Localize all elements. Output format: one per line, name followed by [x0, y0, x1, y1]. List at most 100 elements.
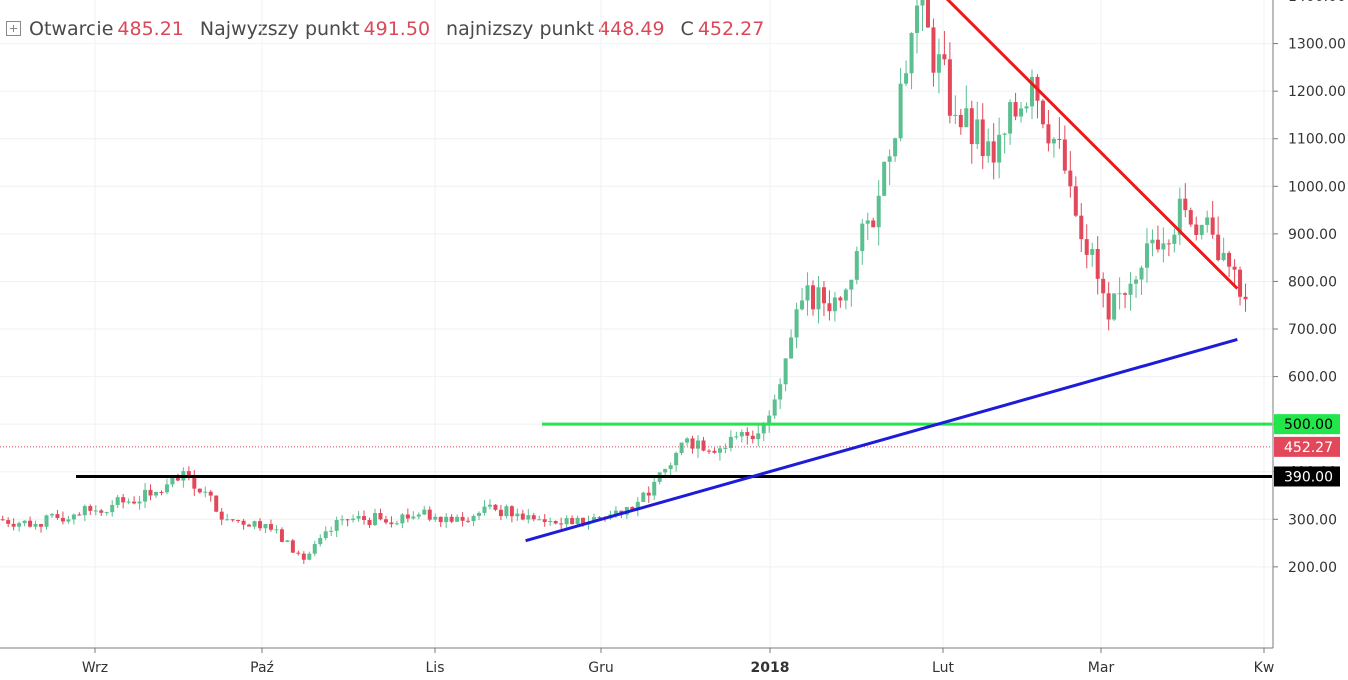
trend-line: [525, 338, 1238, 543]
candle-body: [312, 544, 317, 554]
candle-body: [696, 440, 701, 449]
price-label-text: 500.00: [1284, 417, 1333, 433]
candle-body: [816, 287, 821, 310]
candle-body: [93, 510, 98, 512]
candle-body: [219, 511, 224, 520]
candle-body: [564, 518, 569, 525]
candle-body: [1079, 215, 1084, 240]
candle-body: [1183, 198, 1188, 211]
candle-body: [969, 108, 974, 145]
candle-body: [296, 552, 301, 554]
candle-body: [663, 469, 668, 473]
time-tick-label: 2018: [751, 660, 790, 676]
candle-body: [367, 520, 372, 526]
candle-body: [444, 516, 449, 523]
candle-body: [1155, 239, 1160, 250]
candle-body: [1199, 224, 1204, 236]
candle-body: [422, 509, 427, 515]
candle-body: [947, 59, 952, 116]
candle-body: [931, 27, 936, 73]
candle-body: [1046, 124, 1051, 144]
candle-body: [268, 524, 273, 530]
candle-body: [739, 432, 744, 437]
candle-body: [11, 523, 16, 527]
open-label: Otwarcie: [29, 18, 114, 40]
price-tick-label: 200.00: [1288, 560, 1337, 576]
price-axis[interactable]: 200.00300.00400.00500.00600.00700.00800.…: [1272, 0, 1346, 648]
candle-body: [838, 297, 843, 301]
candle-body: [553, 520, 558, 524]
candle-body: [214, 495, 219, 512]
candle-body: [1062, 139, 1067, 171]
candle-body: [1068, 170, 1073, 187]
candle-body: [641, 492, 646, 502]
candle-body: [613, 510, 618, 515]
candle-body: [728, 436, 733, 448]
candle-body: [186, 471, 191, 477]
candle-body: [449, 516, 454, 522]
candle-body: [274, 529, 279, 531]
candle-body: [203, 491, 208, 493]
expand-icon[interactable]: [6, 21, 21, 36]
price-tick-label: 1300.00: [1288, 37, 1346, 53]
candle-body: [991, 141, 996, 163]
candle-body: [515, 513, 520, 517]
candle-body: [433, 516, 438, 520]
candle-body: [55, 514, 60, 518]
candle-body: [958, 114, 963, 128]
candle-body: [1013, 102, 1018, 117]
candle-body: [986, 141, 991, 157]
candle-body: [548, 520, 553, 523]
candle-body: [247, 524, 252, 527]
candle-body: [1166, 243, 1171, 245]
candle-body: [1101, 278, 1106, 294]
candle-body: [44, 515, 49, 527]
candle-body: [411, 516, 416, 519]
candle-body: [542, 519, 547, 523]
price-tick-label: 300.00: [1288, 512, 1337, 528]
candle-body: [236, 520, 241, 522]
candle-body: [1188, 210, 1193, 225]
candle-body: [241, 520, 246, 525]
candle-body: [1172, 234, 1177, 244]
candle-body: [290, 540, 295, 553]
candle-body: [936, 54, 941, 73]
candle-body: [104, 512, 109, 514]
candle-body: [1123, 293, 1128, 295]
candle-body: [389, 522, 394, 525]
candle-body: [126, 501, 131, 503]
candle-body: [197, 488, 202, 493]
candle-body: [898, 83, 903, 139]
price-tick-label: 1400.00: [1288, 0, 1346, 5]
candle-body: [674, 452, 679, 466]
candles: [0, 0, 1248, 564]
candle-body: [170, 477, 175, 485]
candle-body: [427, 509, 432, 520]
candle-body: [340, 519, 345, 521]
candle-body: [630, 506, 635, 510]
trend-line: [945, 0, 1239, 290]
time-tick-label: Gru: [588, 660, 613, 676]
time-axis[interactable]: Wrz Paź Lis Gru 2018 Lut Mar Kw: [0, 647, 1274, 676]
candle-body: [953, 114, 958, 116]
candle-body: [964, 108, 969, 128]
candle-body: [865, 220, 870, 224]
candle-body: [723, 447, 728, 449]
candle-body: [893, 138, 898, 157]
candle-body: [778, 384, 783, 400]
candle-body: [712, 450, 717, 453]
candle-body: [33, 524, 38, 527]
candle-body: [49, 514, 54, 516]
candle-body: [575, 517, 580, 525]
candle-body: [334, 519, 339, 531]
candle-body: [1030, 76, 1034, 107]
candle-body: [351, 518, 356, 521]
candle-body: [121, 497, 126, 503]
candle-body: [827, 303, 832, 312]
candle-body: [137, 501, 142, 504]
trend-lines: [525, 0, 1239, 543]
candle-body: [1024, 106, 1029, 109]
candle-body: [887, 156, 892, 162]
support-levels: [0, 422, 1272, 478]
